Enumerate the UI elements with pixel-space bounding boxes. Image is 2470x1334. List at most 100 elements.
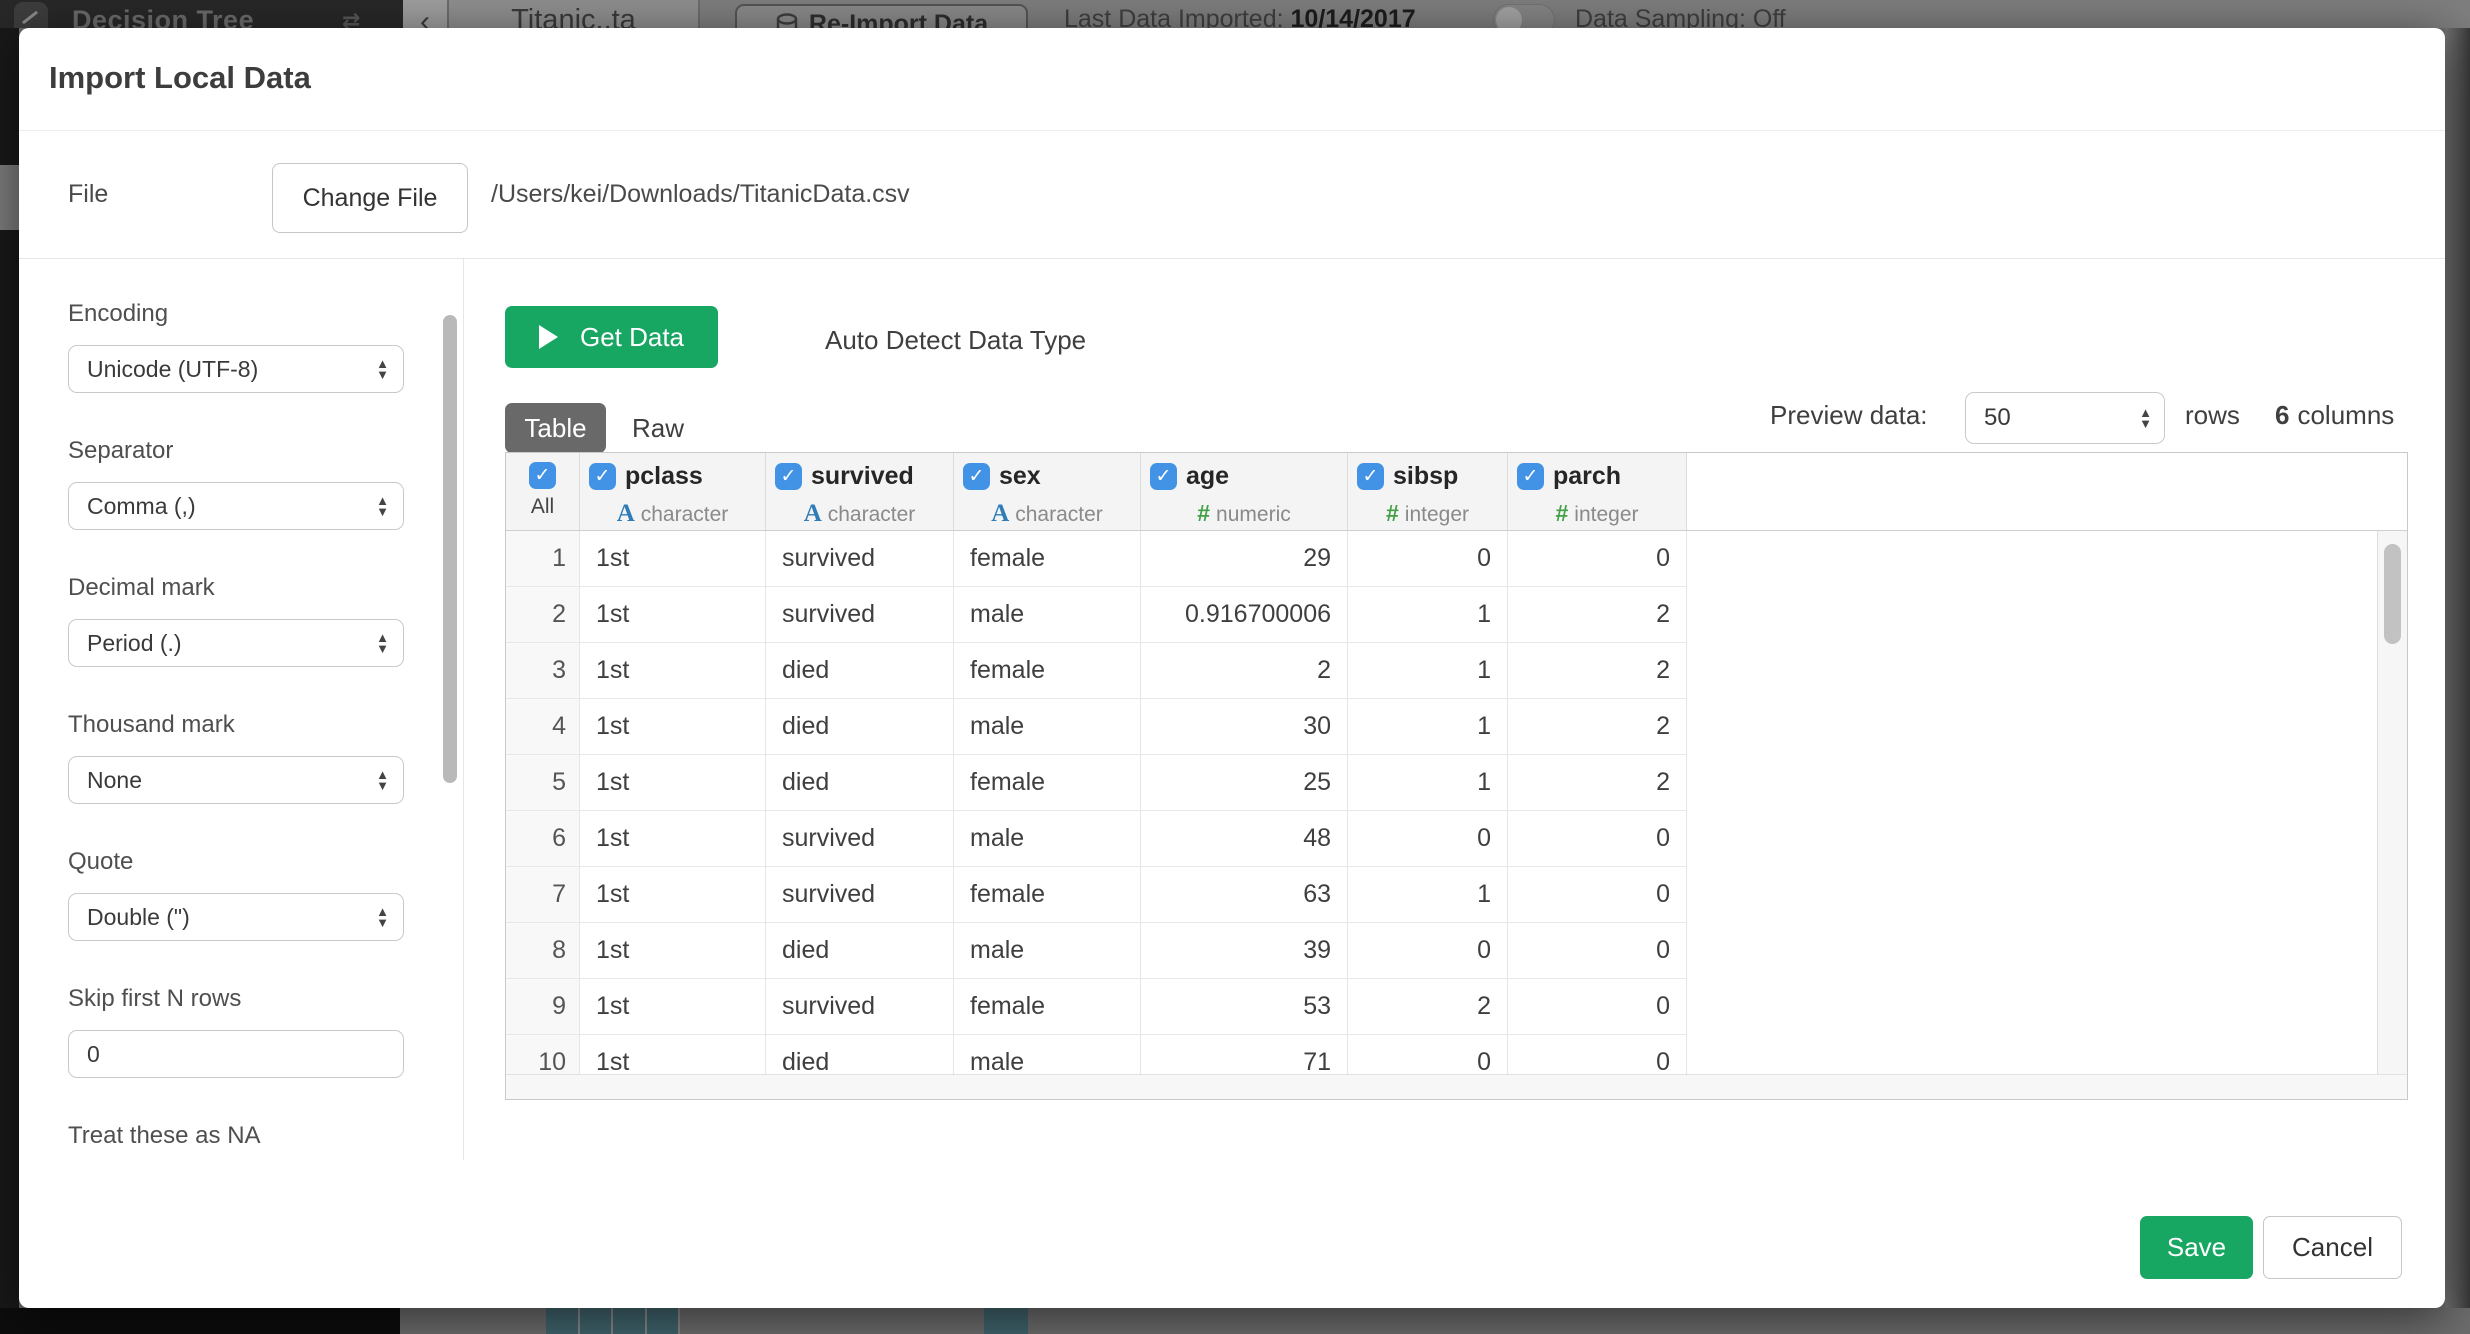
table-row: 1 1st survived female 29 0 0 bbox=[506, 531, 2377, 587]
auto-detect-label: Auto Detect Data Type bbox=[825, 325, 1087, 355]
tab-table[interactable]: Table bbox=[505, 403, 606, 453]
column-header-parch: ✓ parch # integer bbox=[1508, 453, 1687, 530]
table-row: 6 1st survived male 48 0 0 bbox=[506, 811, 2377, 867]
sidebar-scrollbar[interactable] bbox=[443, 315, 457, 783]
table-cell: 1st bbox=[580, 979, 766, 1035]
collapse-chevron-icon[interactable]: ‹ bbox=[403, 0, 447, 28]
table-cell: 0 bbox=[1508, 979, 1687, 1035]
table-cell: 71 bbox=[1141, 1035, 1348, 1075]
table-cell: survived bbox=[766, 979, 954, 1035]
save-button[interactable]: Save bbox=[2140, 1216, 2253, 1279]
preview-rows-select[interactable]: 50 ▲ ▼ bbox=[1965, 392, 2165, 444]
column-checkbox[interactable]: ✓ bbox=[529, 462, 556, 489]
table-row: 10 1st died male 71 0 0 bbox=[506, 1035, 2377, 1075]
field-label-quote: Quote bbox=[68, 848, 134, 875]
table-cell: 0 bbox=[1508, 811, 1687, 867]
row-number-cell: 3 bbox=[506, 643, 580, 699]
divider bbox=[463, 259, 464, 1160]
select-encoding[interactable]: Unicode (UTF-8) ▲ ▼ bbox=[68, 345, 404, 393]
table-cell: died bbox=[766, 699, 954, 755]
data-sampling-toggle[interactable] bbox=[1493, 4, 1555, 28]
table-cell: 2 bbox=[1508, 699, 1687, 755]
table-cell: 1st bbox=[580, 699, 766, 755]
get-data-button[interactable]: Get Data bbox=[505, 306, 718, 368]
row-number-cell: 4 bbox=[506, 699, 580, 755]
table-cell: died bbox=[766, 1035, 954, 1075]
column-type: # integer bbox=[1385, 500, 1469, 526]
row-number-cell: 10 bbox=[506, 1035, 580, 1075]
table-body: 1 1st survived female 29 0 0 2 1st survived male 0.… bbox=[506, 531, 2407, 1075]
dataset-tab[interactable]: Titanic..ta bbox=[447, 0, 700, 28]
change-file-button[interactable]: Change File bbox=[272, 163, 468, 233]
check-icon bbox=[14, 2, 48, 28]
table-horizontal-scrollbar[interactable] bbox=[506, 1074, 2407, 1099]
table-cell: died bbox=[766, 643, 954, 699]
select-quote[interactable]: Double (") ▲ ▼ bbox=[68, 893, 404, 941]
column-checkbox[interactable]: ✓ bbox=[1517, 463, 1544, 490]
table-cell: died bbox=[766, 755, 954, 811]
table-cell: 0.916700006 bbox=[1141, 587, 1348, 643]
table-row: 4 1st died male 30 1 2 bbox=[506, 699, 2377, 755]
table-row: 5 1st died female 25 1 2 bbox=[506, 755, 2377, 811]
table-cell: male bbox=[954, 587, 1141, 643]
row-number-cell: 9 bbox=[506, 979, 580, 1035]
rows-label: rows bbox=[2185, 400, 2240, 430]
character-type-icon: A bbox=[991, 500, 1010, 527]
table-cell: 63 bbox=[1141, 867, 1348, 923]
table-cell: female bbox=[954, 643, 1141, 699]
table-cell: 1st bbox=[580, 587, 766, 643]
auto-detect-checkbox[interactable]: ✓ bbox=[784, 326, 803, 349]
reimport-data-button[interactable]: Re-Import Data bbox=[735, 4, 1028, 28]
select-separator[interactable]: Comma (,) ▲ ▼ bbox=[68, 482, 404, 530]
stepper-arrows-icon: ▲ ▼ bbox=[376, 904, 389, 930]
cancel-button[interactable]: Cancel bbox=[2263, 1216, 2402, 1279]
table-cell: 1st bbox=[580, 811, 766, 867]
table-cell: 2 bbox=[1508, 587, 1687, 643]
table-cell: 53 bbox=[1141, 979, 1348, 1035]
column-checkbox[interactable]: ✓ bbox=[589, 463, 616, 490]
table-cell: 25 bbox=[1141, 755, 1348, 811]
table-vertical-scrollbar[interactable] bbox=[2377, 531, 2407, 1075]
column-header-sibsp: ✓ sibsp # integer bbox=[1348, 453, 1508, 530]
table-cell: female bbox=[954, 979, 1141, 1035]
tab-raw[interactable]: Raw bbox=[632, 413, 685, 443]
input-skip-first-n-rows[interactable]: 0 bbox=[68, 1030, 404, 1078]
background-bottom-strip bbox=[0, 1308, 2470, 1334]
scrollbar-thumb[interactable] bbox=[2384, 544, 2401, 644]
table-cell: 1st bbox=[580, 643, 766, 699]
background-app-topbar: Decision Tree ⇄ ‹ Titanic..ta Re-Import … bbox=[0, 0, 2470, 28]
column-checkbox[interactable]: ✓ bbox=[1150, 463, 1177, 490]
field-label-treat-these-as-na: Treat these as NA bbox=[68, 1122, 261, 1149]
stepper-arrows-icon: ▲ ▼ bbox=[376, 493, 389, 519]
column-checkbox[interactable]: ✓ bbox=[1357, 463, 1384, 490]
stepper-arrows-icon: ▲ ▼ bbox=[376, 356, 389, 382]
character-type-icon: A bbox=[803, 500, 822, 527]
row-number-cell: 2 bbox=[506, 587, 580, 643]
select-thousand-mark[interactable]: None ▲ ▼ bbox=[68, 756, 404, 804]
column-checkbox[interactable]: ✓ bbox=[963, 463, 990, 490]
table-cell: male bbox=[954, 923, 1141, 979]
stepper-arrows-icon: ▲ ▼ bbox=[376, 767, 389, 793]
swap-arrows-icon: ⇄ bbox=[342, 8, 361, 28]
row-number-cell: 6 bbox=[506, 811, 580, 867]
table-cell: 2 bbox=[1508, 755, 1687, 811]
table-cell: 2 bbox=[1141, 643, 1348, 699]
table-cell: 1 bbox=[1348, 867, 1508, 923]
column-name: survived bbox=[811, 462, 914, 490]
table-row: 9 1st survived female 53 2 0 bbox=[506, 979, 2377, 1035]
column-checkbox[interactable]: ✓ bbox=[775, 463, 802, 490]
import-local-data-dialog: Import Local Data File Change File /User… bbox=[19, 28, 2445, 1308]
table-row: 8 1st died male 39 0 0 bbox=[506, 923, 2377, 979]
select-decimal-mark[interactable]: Period (.) ▲ ▼ bbox=[68, 619, 404, 667]
column-type: # integer bbox=[1555, 500, 1639, 526]
table-cell: 39 bbox=[1141, 923, 1348, 979]
dialog-title: Import Local Data bbox=[49, 60, 311, 95]
reimport-label: Re-Import Data bbox=[808, 10, 989, 28]
field-label-thousand-mark: Thousand mark bbox=[68, 711, 235, 738]
last-import-status: Last Data Imported: 10/14/2017 bbox=[1064, 5, 1416, 28]
background-right-edge bbox=[2445, 28, 2470, 1334]
